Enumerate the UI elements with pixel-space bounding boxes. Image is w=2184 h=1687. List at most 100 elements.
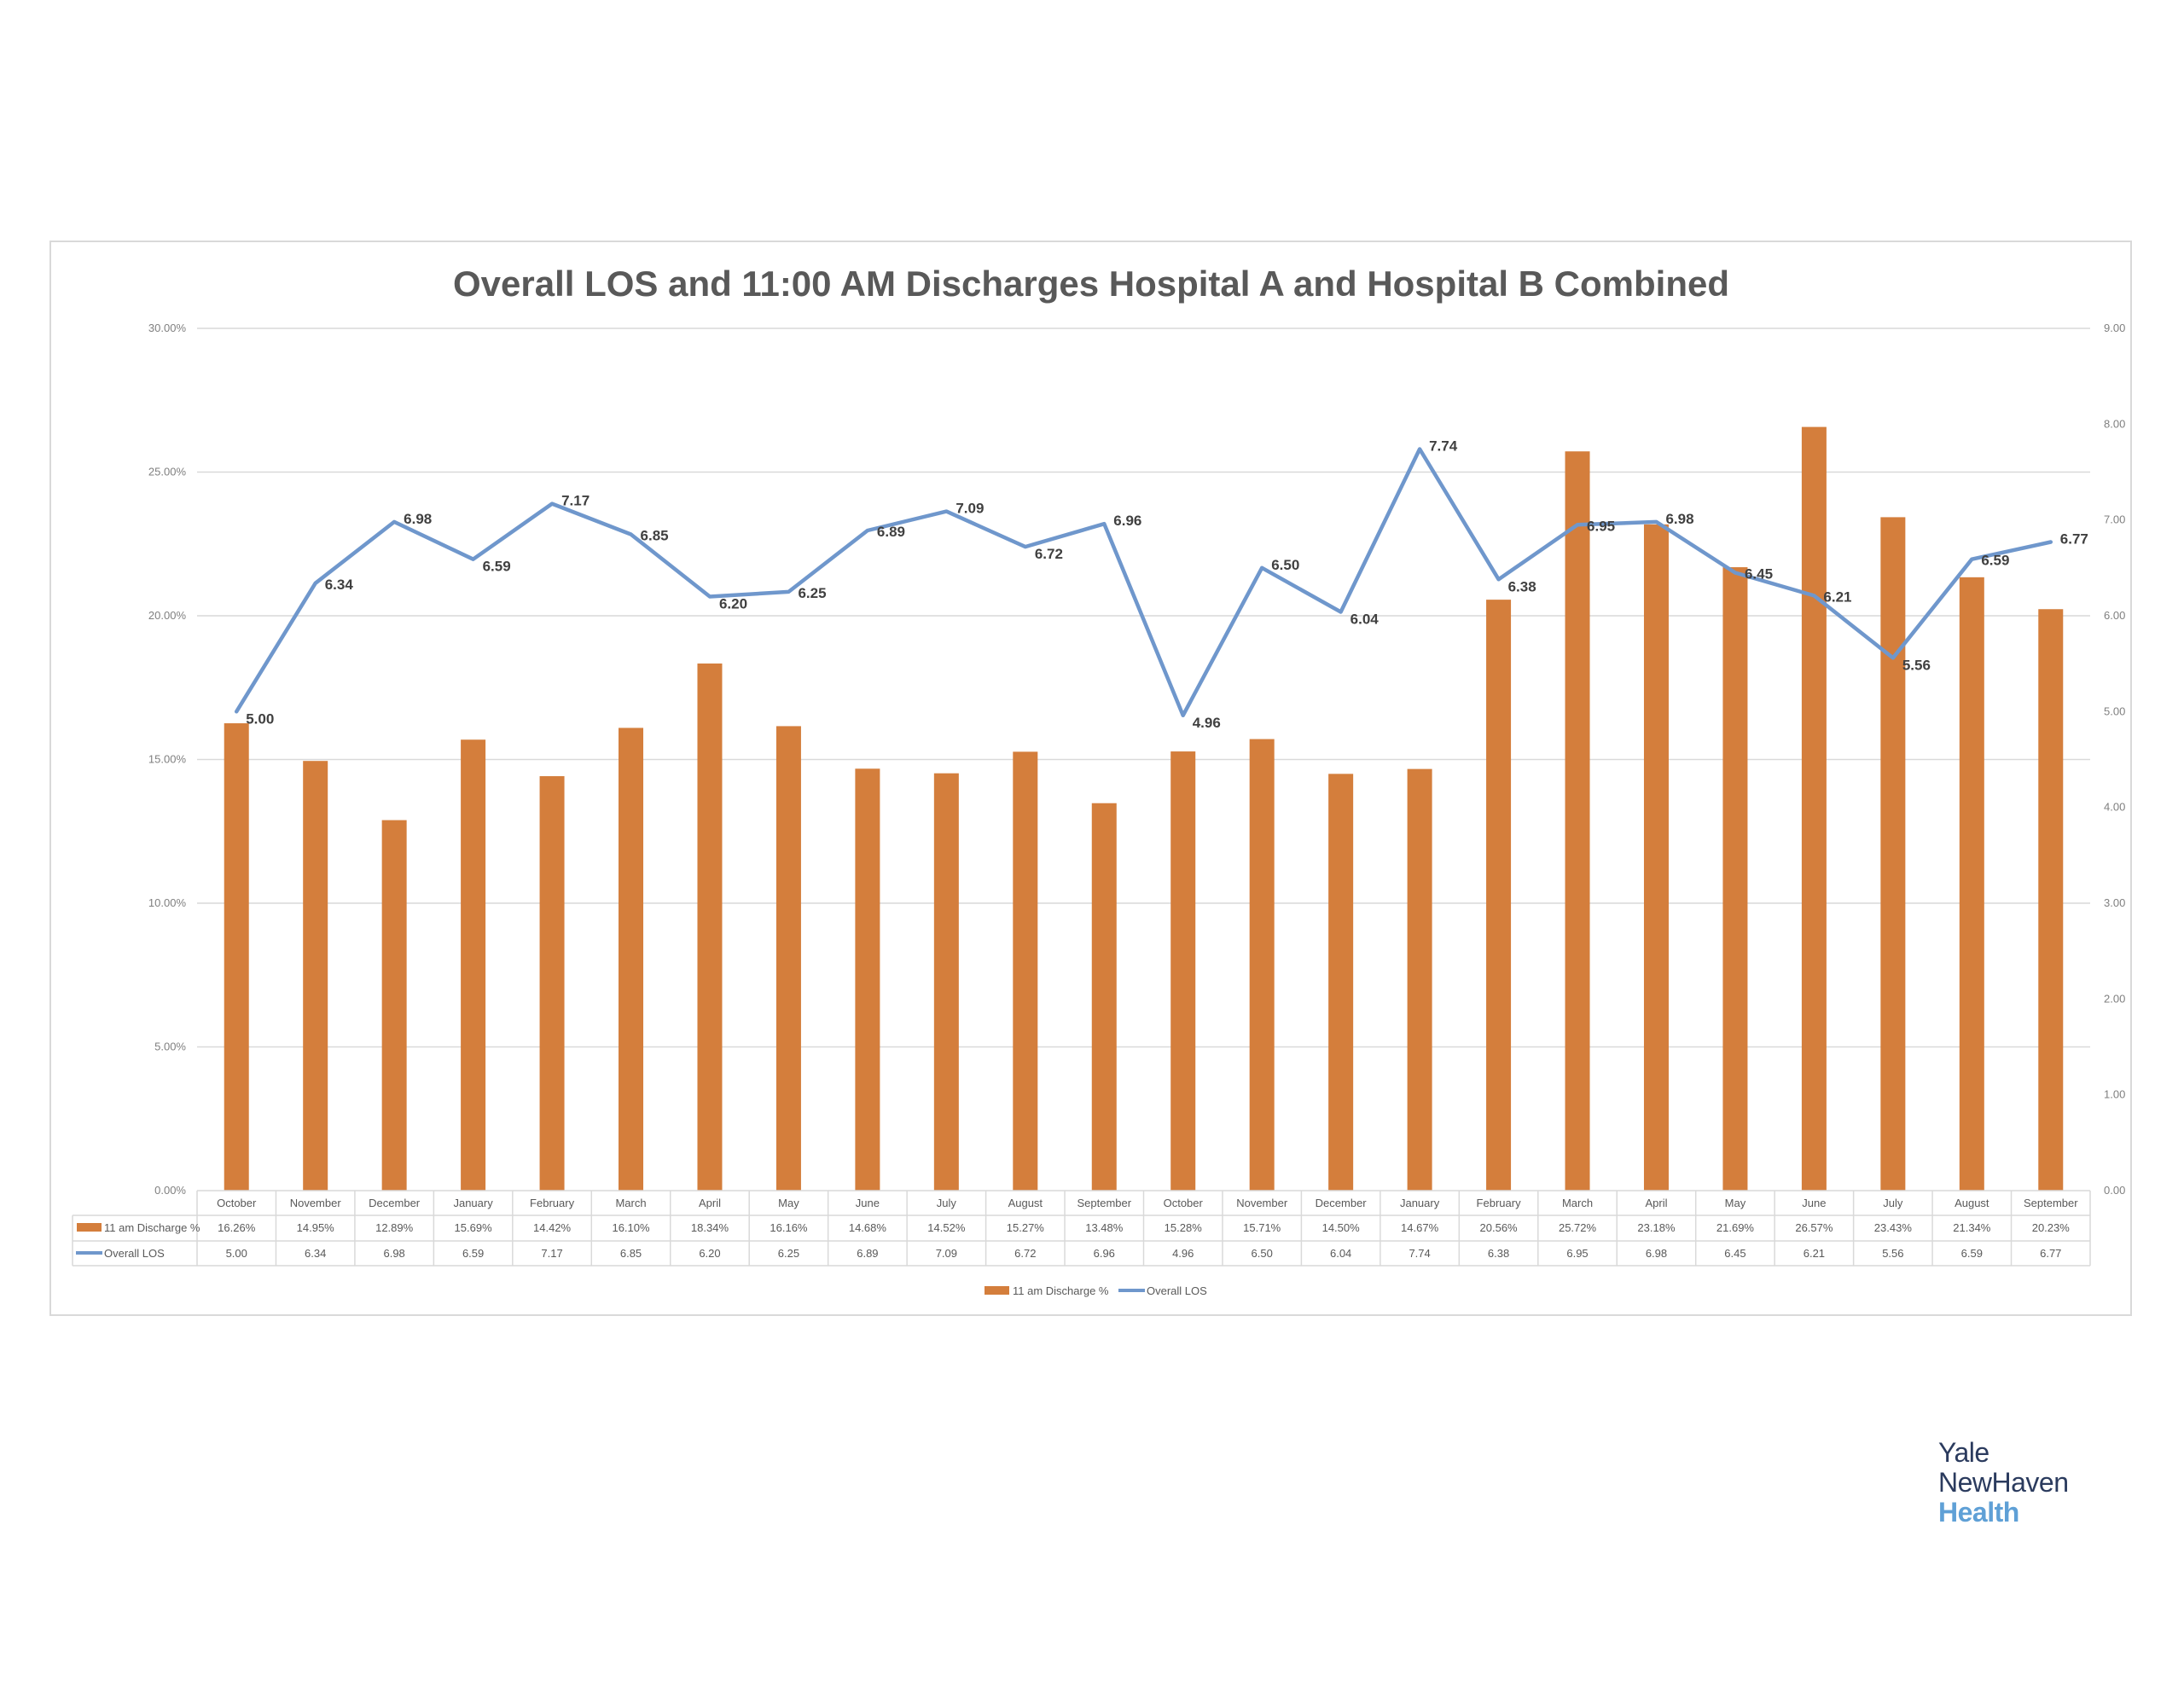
table-header-cell: October (1164, 1197, 1204, 1209)
chart-title: Overall LOS and 11:00 AM Discharges Hosp… (453, 264, 1729, 304)
los-data-label: 7.74 (1429, 438, 1458, 455)
table-cell-discharge: 12.89% (375, 1221, 414, 1234)
table-header-cell: May (1725, 1197, 1746, 1209)
table-cell-los: 6.45 (1724, 1247, 1745, 1260)
table-cell-los: 6.21 (1804, 1247, 1825, 1260)
right-axis-tick-label: 1.00 (2104, 1088, 2125, 1101)
line-data-labels: 5.00 6.34 6.98 6.59 7.17 6.85 6.20 6.25 6.89 7.09… (246, 438, 2088, 731)
los-data-label: 6.45 (1745, 565, 1773, 582)
table-header-cell: July (1883, 1197, 1903, 1209)
table-cell-los: 7.74 (1409, 1247, 1430, 1260)
table-cell-los: 5.00 (226, 1247, 247, 1260)
table-cell-los: 6.59 (1961, 1247, 1983, 1260)
table-header-cell: May (778, 1197, 799, 1209)
table-cell-discharge: 21.34% (1953, 1221, 1991, 1234)
bar (697, 663, 723, 1191)
right-axis-tick-label: 5.00 (2104, 704, 2125, 717)
table-cell-discharge: 15.71% (1243, 1221, 1281, 1234)
bar (1486, 600, 1512, 1191)
left-axis-tick-label: 25.00% (148, 466, 187, 478)
bar (1643, 524, 1669, 1191)
bar (2038, 609, 2064, 1191)
table-cell-los: 6.77 (2040, 1247, 2061, 1260)
bar (1959, 577, 1984, 1191)
table-header-cell: December (1316, 1197, 1368, 1209)
table-cell-discharge: 15.28% (1165, 1221, 1203, 1234)
table-header-cell: February (530, 1197, 575, 1209)
bar (461, 739, 486, 1191)
bar (1328, 774, 1354, 1191)
logo-line-newhaven: NewHaven (1938, 1467, 2069, 1498)
los-data-label: 6.98 (1665, 511, 1693, 527)
table-row-label-discharge: 11 am Discharge % (104, 1221, 200, 1234)
table-key-bar (77, 1223, 102, 1232)
table-cell-los: 7.09 (936, 1247, 957, 1260)
los-data-label: 6.04 (1350, 612, 1380, 628)
los-data-label: 6.34 (325, 577, 354, 593)
los-data-label: 6.85 (641, 528, 669, 544)
bar (303, 761, 328, 1191)
table-cell-los: 6.34 (305, 1247, 326, 1260)
gridlines (197, 328, 2090, 1048)
los-data-label: 6.25 (798, 585, 826, 601)
bar (1801, 426, 1827, 1191)
left-axis-tick-label: 30.00% (148, 322, 187, 334)
table-header-cell: August (1955, 1197, 1989, 1209)
right-axis: 0.00 1.00 2.00 3.00 4.00 5.00 6.00 7.00 8.00 9.00 (2104, 322, 2125, 1197)
table-cell-discharge: 25.72% (1559, 1221, 1597, 1234)
table-header-cell: November (290, 1197, 342, 1209)
bar (1565, 451, 1590, 1191)
legend: 11 am Discharge % Overall LOS (985, 1284, 1207, 1297)
table-header-cell: February (1477, 1197, 1522, 1209)
table-cell-los: 6.59 (462, 1247, 484, 1260)
left-axis-tick-label: 0.00% (154, 1184, 186, 1197)
left-axis-tick-label: 15.00% (148, 753, 187, 766)
table-header-cell: November (1236, 1197, 1288, 1209)
table-cell-discharge: 15.69% (455, 1221, 493, 1234)
bar (381, 820, 407, 1191)
table-header-cell: January (453, 1197, 493, 1209)
right-axis-tick-label: 3.00 (2104, 896, 2125, 909)
data-table: October 16.26% 5.00 November 14.95% 6.34 Decem… (72, 1190, 2091, 1267)
table-cell-los: 6.25 (778, 1247, 799, 1260)
legend-label-line: Overall LOS (1147, 1284, 1207, 1297)
table-cell-discharge: 26.57% (1795, 1221, 1833, 1234)
right-axis-tick-label: 8.00 (2104, 417, 2125, 430)
los-data-label: 6.98 (404, 511, 432, 527)
table-cell-los: 6.85 (620, 1247, 642, 1260)
table-cell-discharge: 14.50% (1322, 1221, 1361, 1234)
right-axis-tick-label: 7.00 (2104, 513, 2125, 526)
logo-line-yale: Yale (1938, 1437, 1989, 1468)
table-cell-los: 6.98 (1646, 1247, 1667, 1260)
table-header-cell: March (1562, 1197, 1593, 1209)
right-axis-tick-label: 4.00 (2104, 801, 2125, 814)
los-data-label: 6.96 (1113, 513, 1141, 529)
table-cell-los: 6.38 (1488, 1247, 1509, 1260)
line-series (234, 447, 2053, 718)
bar (855, 768, 880, 1191)
table-header-cell: March (615, 1197, 646, 1209)
bar (1249, 739, 1275, 1191)
table-cell-los: 7.17 (541, 1247, 562, 1260)
bar (1091, 803, 1117, 1191)
left-axis-tick-label: 10.00% (148, 896, 187, 909)
table-cell-discharge: 14.68% (849, 1221, 887, 1234)
right-axis-tick-label: 0.00 (2104, 1184, 2125, 1197)
table-cell-discharge: 16.26% (218, 1221, 256, 1234)
bar (539, 776, 565, 1191)
bar (1407, 768, 1432, 1191)
table-row-label-los: Overall LOS (104, 1247, 165, 1260)
table-header-cell: September (1077, 1197, 1131, 1209)
table-cell-discharge: 23.18% (1637, 1221, 1676, 1234)
table-cell-discharge: 14.67% (1401, 1221, 1439, 1234)
los-data-label: 7.09 (956, 501, 984, 517)
right-axis-tick-label: 6.00 (2104, 609, 2125, 622)
table-header-cell: December (369, 1197, 421, 1209)
los-data-label: 6.77 (2060, 531, 2088, 548)
bar (1170, 751, 1196, 1191)
bar (1013, 751, 1038, 1191)
table-cell-los: 5.56 (1882, 1247, 1903, 1260)
bar (775, 726, 801, 1191)
bar (1722, 567, 1748, 1191)
